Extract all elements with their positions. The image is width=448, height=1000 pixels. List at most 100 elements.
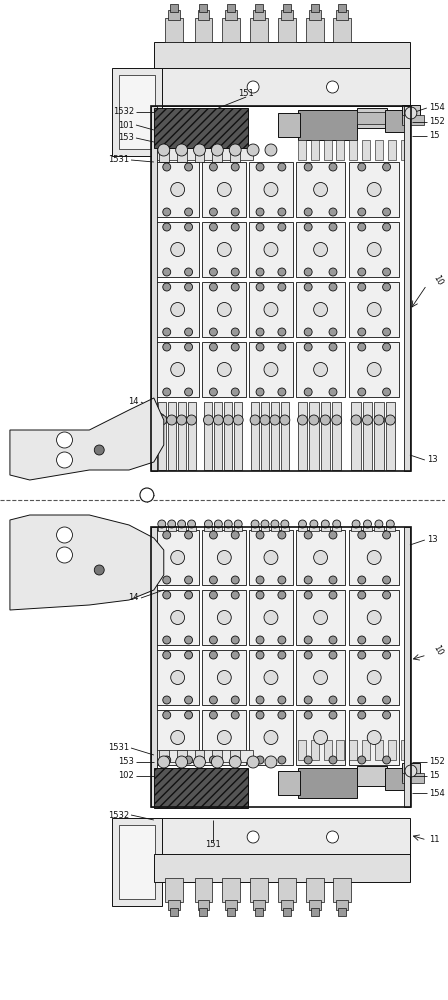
Text: 1531: 1531 xyxy=(108,155,129,164)
Text: 151: 151 xyxy=(238,89,254,98)
Bar xyxy=(388,740,396,760)
Circle shape xyxy=(383,636,391,644)
Circle shape xyxy=(185,283,193,291)
Circle shape xyxy=(56,452,73,468)
Circle shape xyxy=(304,343,312,351)
Text: 152: 152 xyxy=(429,758,444,766)
Circle shape xyxy=(211,144,223,156)
Circle shape xyxy=(256,223,264,231)
Circle shape xyxy=(256,531,264,539)
Circle shape xyxy=(229,756,241,768)
Circle shape xyxy=(194,144,206,156)
Bar xyxy=(194,878,212,902)
Circle shape xyxy=(358,343,366,351)
Bar xyxy=(281,900,293,910)
Bar xyxy=(194,18,212,42)
Circle shape xyxy=(256,388,264,396)
Bar xyxy=(298,110,358,140)
Bar xyxy=(165,18,183,42)
Bar xyxy=(168,402,176,470)
Bar xyxy=(154,750,253,762)
Bar xyxy=(333,18,351,42)
Bar xyxy=(362,740,370,760)
Text: 151: 151 xyxy=(206,840,221,849)
Circle shape xyxy=(383,388,391,396)
Circle shape xyxy=(304,328,312,336)
Circle shape xyxy=(185,268,193,276)
Bar xyxy=(212,150,222,162)
Bar xyxy=(336,10,349,20)
Circle shape xyxy=(383,531,391,539)
Bar xyxy=(349,282,399,337)
Bar xyxy=(156,530,199,585)
Circle shape xyxy=(209,651,217,659)
Circle shape xyxy=(329,696,337,704)
Circle shape xyxy=(304,651,312,659)
Bar xyxy=(158,526,166,531)
Circle shape xyxy=(314,730,327,744)
Bar xyxy=(156,710,199,765)
Bar xyxy=(178,526,185,531)
Circle shape xyxy=(185,636,193,644)
Circle shape xyxy=(385,415,395,425)
Bar xyxy=(188,526,195,531)
Bar xyxy=(278,771,300,795)
Circle shape xyxy=(171,182,185,196)
Circle shape xyxy=(320,415,330,425)
Bar xyxy=(375,740,383,760)
Circle shape xyxy=(168,520,176,528)
Circle shape xyxy=(256,591,264,599)
Circle shape xyxy=(329,651,337,659)
Bar xyxy=(249,590,293,645)
Bar xyxy=(230,150,240,162)
Circle shape xyxy=(185,531,193,539)
Circle shape xyxy=(314,302,327,316)
Circle shape xyxy=(231,223,239,231)
Bar xyxy=(333,878,351,902)
Circle shape xyxy=(264,670,278,684)
Circle shape xyxy=(233,415,243,425)
Circle shape xyxy=(234,520,242,528)
Circle shape xyxy=(264,362,278,376)
Circle shape xyxy=(217,302,231,316)
Circle shape xyxy=(329,328,337,336)
Circle shape xyxy=(163,531,171,539)
Bar xyxy=(202,650,246,705)
Bar xyxy=(349,740,358,760)
Bar xyxy=(202,162,246,217)
Bar xyxy=(202,342,246,397)
Circle shape xyxy=(265,144,277,156)
Circle shape xyxy=(231,591,239,599)
Circle shape xyxy=(163,328,171,336)
Circle shape xyxy=(321,520,329,528)
Bar xyxy=(261,526,269,531)
Circle shape xyxy=(383,343,391,351)
Circle shape xyxy=(362,415,372,425)
Bar xyxy=(309,526,319,531)
Text: 15: 15 xyxy=(429,131,439,140)
Circle shape xyxy=(171,242,185,256)
Circle shape xyxy=(327,831,338,843)
Circle shape xyxy=(314,610,327,624)
Bar xyxy=(156,590,199,645)
Bar xyxy=(349,140,358,160)
Bar xyxy=(249,282,293,337)
Circle shape xyxy=(351,415,361,425)
Bar xyxy=(386,402,395,470)
Bar xyxy=(154,108,248,148)
Circle shape xyxy=(278,636,286,644)
Bar xyxy=(202,710,246,765)
Circle shape xyxy=(386,520,394,528)
Circle shape xyxy=(310,520,318,528)
Bar xyxy=(281,402,289,470)
Circle shape xyxy=(264,730,278,744)
Bar xyxy=(253,900,265,910)
Circle shape xyxy=(405,765,417,777)
Circle shape xyxy=(215,520,222,528)
Circle shape xyxy=(304,531,312,539)
Circle shape xyxy=(278,328,286,336)
Circle shape xyxy=(187,415,197,425)
Circle shape xyxy=(231,268,239,276)
Circle shape xyxy=(358,711,366,719)
Circle shape xyxy=(247,831,259,843)
